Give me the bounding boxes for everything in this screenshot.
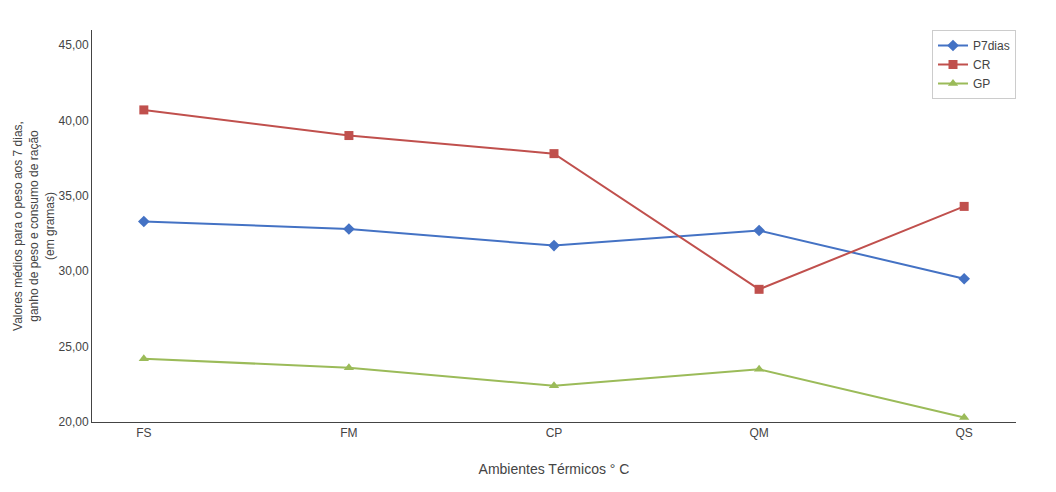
svg-text:25,00: 25,00: [59, 340, 89, 354]
svg-text:CP: CP: [546, 426, 563, 440]
svg-text:45,00: 45,00: [59, 38, 89, 52]
svg-text:35,00: 35,00: [59, 189, 89, 203]
svg-text:QM: QM: [749, 426, 768, 440]
svg-text:GP: GP: [973, 77, 990, 91]
svg-text:Valores médios para o peso aos: Valores médios para o peso aos 7 dias,ga…: [11, 121, 56, 331]
svg-text:Ambientes Térmicos ° C: Ambientes Térmicos ° C: [479, 461, 630, 477]
svg-text:20,00: 20,00: [59, 415, 89, 429]
svg-text:QS: QS: [955, 426, 972, 440]
svg-text:FM: FM: [340, 426, 357, 440]
svg-text:40,00: 40,00: [59, 114, 89, 128]
svg-text:CR: CR: [973, 58, 991, 72]
svg-text:FS: FS: [136, 426, 151, 440]
svg-text:30,00: 30,00: [59, 264, 89, 278]
svg-text:P7dias: P7dias: [973, 39, 1010, 53]
